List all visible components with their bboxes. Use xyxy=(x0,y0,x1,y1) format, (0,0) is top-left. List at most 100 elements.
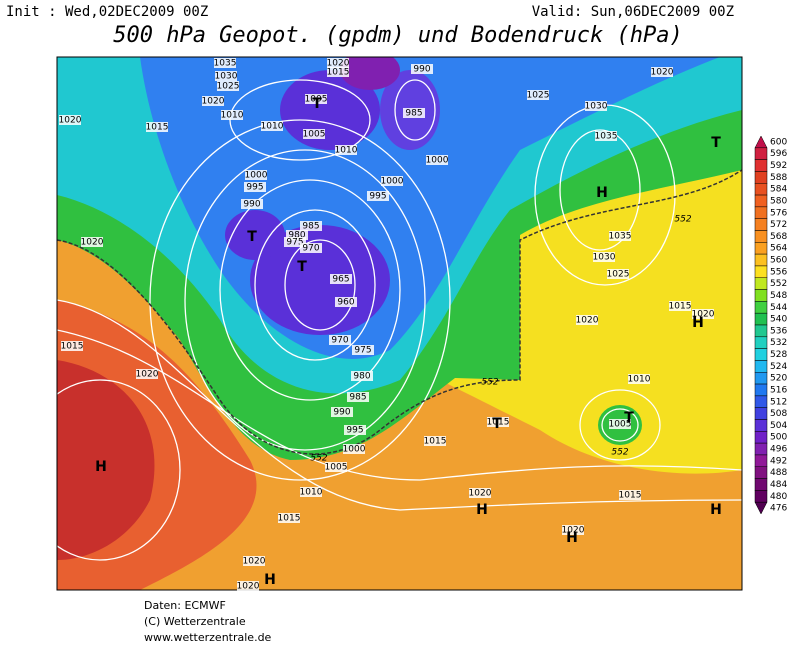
colorbar-swatch xyxy=(754,147,768,160)
isobar-label-bg xyxy=(300,221,322,231)
map-frame xyxy=(56,56,743,591)
colorbar-label: 528 xyxy=(770,350,787,360)
isobar-label: 1005 xyxy=(303,130,326,140)
isobar-label: 980 xyxy=(288,231,305,241)
isobar-label-bg xyxy=(331,407,353,417)
isobar-label-bg xyxy=(487,417,509,427)
isobar-label: 990 xyxy=(333,408,350,418)
isobar-label-bg xyxy=(327,58,349,68)
isobar-label-bg xyxy=(136,369,158,379)
isobar-label-bg xyxy=(607,269,629,279)
pressure-center: H xyxy=(476,502,488,518)
isobar-label: 1020 xyxy=(576,316,599,326)
isobar-label-bg xyxy=(237,581,259,591)
isobar-label: 975 xyxy=(286,238,303,248)
colorbar-swatch xyxy=(754,431,768,444)
isobar-label-bg xyxy=(351,371,373,381)
isobar-label: 1020 xyxy=(202,97,225,107)
isobar-label-bg xyxy=(367,191,389,201)
isobar-label-bg xyxy=(300,243,322,253)
isobar-label: 1010 xyxy=(300,488,323,498)
isobar-label-bg xyxy=(595,131,617,141)
isobar-label: 1035 xyxy=(609,232,632,242)
pressure-center: H xyxy=(264,572,276,588)
isobar-label-bg xyxy=(651,67,673,77)
isobar-label-bg xyxy=(692,309,714,319)
isobar-label: 1020 xyxy=(327,59,350,69)
pressure-center: H xyxy=(692,315,704,331)
isobar-label: 1015 xyxy=(669,302,692,312)
footer-text: (C) Wetterzentrale xyxy=(144,615,246,628)
pressure-center: T xyxy=(247,229,257,245)
colorbar-label: 500 xyxy=(770,433,787,443)
isobar-label-bg xyxy=(300,487,322,497)
isobar-label-bg xyxy=(303,129,325,139)
isobar-label: 1030 xyxy=(215,72,238,82)
colorbar-label: 548 xyxy=(770,291,787,301)
init-time: Init : Wed,02DEC2009 00Z xyxy=(6,4,208,20)
colorbar-swatch xyxy=(754,242,768,255)
isobar-label: 1030 xyxy=(585,102,608,112)
isobar-label-bg xyxy=(245,170,267,180)
colorbar-label: 488 xyxy=(770,468,787,478)
isobar-label-bg xyxy=(411,64,433,74)
isobar-label-bg xyxy=(347,392,369,402)
colorbar-label: 536 xyxy=(770,326,787,336)
isobar-label-bg xyxy=(244,182,266,192)
isobar-label: 1020 xyxy=(469,489,492,499)
isobar-label: 995 xyxy=(369,192,386,202)
geopotential-label: 552 xyxy=(611,448,628,458)
isobar-label-bg xyxy=(305,94,327,104)
colorbar-label: 584 xyxy=(770,185,787,195)
isobar-label: 1015 xyxy=(424,437,447,447)
isobar-label-bg xyxy=(284,237,306,247)
isobar-label-bg xyxy=(327,67,349,77)
isobar-label-bg xyxy=(628,374,650,384)
colorbar-label: 540 xyxy=(770,315,787,325)
colorbar-swatch xyxy=(754,171,768,184)
isobar-label: 1000 xyxy=(381,177,404,187)
isobar-label-bg xyxy=(343,444,365,454)
isobar-label: 970 xyxy=(302,244,319,254)
isobar-label-bg xyxy=(278,513,300,523)
pressure-center: H xyxy=(95,459,107,475)
colorbar-label: 560 xyxy=(770,256,787,266)
isobar-label: 965 xyxy=(332,275,349,285)
colorbar-swatch xyxy=(754,395,768,408)
colorbar-swatch xyxy=(754,183,768,196)
pressure-center: H xyxy=(596,185,608,201)
colorbar-swatch xyxy=(754,348,768,361)
isobar-label: 975 xyxy=(354,346,371,356)
isobar-label-bg xyxy=(329,335,351,345)
colorbar-swatch xyxy=(754,206,768,219)
isobar-label-bg xyxy=(61,341,83,351)
pressure-center: T xyxy=(492,416,502,432)
pressure-center: T xyxy=(624,410,634,426)
colorbar-label: 492 xyxy=(770,456,787,466)
isobar-label-bg xyxy=(527,90,549,100)
colorbar-swatch xyxy=(754,289,768,302)
colorbar-label: 588 xyxy=(770,173,787,183)
isobar-label-bg xyxy=(215,71,237,81)
colorbar-swatch xyxy=(754,442,768,456)
isobar-label: 1020 xyxy=(651,68,674,78)
isobar-label-bg xyxy=(59,115,81,125)
isobar-label-bg xyxy=(609,231,631,241)
isobar-label-bg xyxy=(576,315,598,325)
isobar-label: 1015 xyxy=(619,491,642,501)
isobar-label-bg xyxy=(593,252,615,262)
colorbar-label: 592 xyxy=(770,161,787,171)
colorbar-label: 532 xyxy=(770,338,787,348)
isobar-label: 995 xyxy=(346,426,363,436)
geopotential-label: 552 xyxy=(674,215,691,225)
isobar-label: 1020 xyxy=(562,526,585,536)
isobar-label-bg xyxy=(352,345,374,355)
isobar-label: 985 xyxy=(405,109,422,119)
isobar-label: 985 xyxy=(349,393,366,403)
colorbar-swatch xyxy=(754,159,768,172)
colorbar-swatch xyxy=(754,253,768,267)
isobar-label-bg xyxy=(261,121,283,131)
isobar-label: 970 xyxy=(331,336,348,346)
colorbar-swatch xyxy=(754,324,768,338)
